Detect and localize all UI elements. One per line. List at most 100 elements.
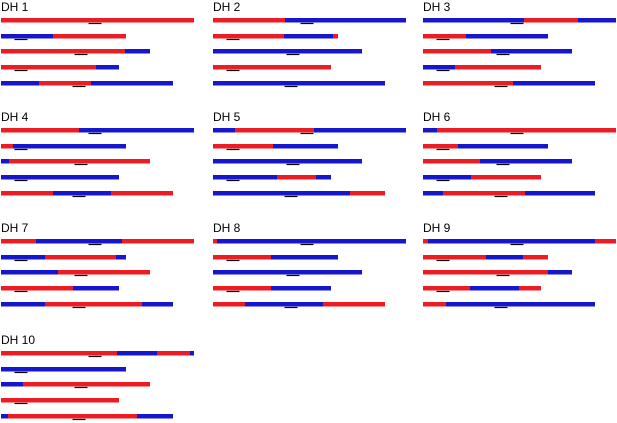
chromosome-segment (525, 191, 595, 196)
panel-label: DH 2 (213, 0, 241, 14)
chromosome-segment (217, 239, 406, 244)
chromosome-segment (1, 302, 45, 307)
chromosome-segment (1, 34, 53, 39)
chromosome-segment (45, 302, 142, 307)
chromosome-segment (9, 159, 150, 164)
chromosome-segment (213, 128, 235, 133)
chromosome-segment (13, 144, 126, 149)
chromosome-segment (1, 239, 36, 244)
chromosome-segment (513, 81, 595, 86)
chromosome-segment (491, 49, 572, 54)
chromosome-segment (1, 144, 13, 149)
panel-label: DH 10 (1, 333, 35, 347)
chromosome-segment (271, 286, 331, 291)
chromosome-segment (1, 255, 45, 260)
chromosome-segment (213, 191, 350, 196)
chromosome-segment (423, 302, 446, 307)
chromosome-segment (1, 367, 126, 372)
chromosome-segment (423, 34, 466, 39)
panel-label: DH 6 (423, 110, 451, 124)
chromosome-segment (595, 239, 616, 244)
panel-label: DH 7 (1, 221, 29, 235)
chromosome-segment (117, 351, 157, 356)
chromosome-segment (423, 175, 471, 180)
chromosome-segment (316, 175, 331, 180)
chromosome-segment (466, 34, 548, 39)
chromosome-segment (273, 144, 338, 149)
chromosome-segment (213, 159, 362, 164)
panel-label: DH 8 (213, 221, 241, 235)
chromosome-segment (1, 128, 79, 133)
chromosome-segment (91, 81, 173, 86)
chromosome-segment (213, 255, 271, 260)
chromosome-segment (53, 191, 111, 196)
chromosome-segment (1, 414, 8, 419)
chromosome-segment (486, 255, 523, 260)
chromosome-segment (1, 18, 194, 23)
chromosome-segment (245, 302, 323, 307)
chromosome-segment (213, 302, 245, 307)
chromosome-segment (73, 286, 119, 291)
chromosome-segment (323, 302, 385, 307)
chromosome-segment (213, 286, 271, 291)
chromosome-segment (523, 255, 548, 260)
chromosome-segment (524, 18, 578, 23)
chromosome-segment (333, 34, 338, 39)
chromosome-segment (1, 49, 125, 54)
chromosome-segment (437, 128, 616, 133)
chromosome-segment (284, 34, 333, 39)
chromosome-segment (125, 49, 150, 54)
chromosome-segment (213, 270, 362, 275)
chromosome-segment (423, 81, 513, 86)
chromosome-segment (446, 302, 595, 307)
chromosome-segment (23, 382, 150, 387)
chromosome-segment (213, 34, 284, 39)
chromosome-segment (1, 398, 119, 403)
chromosome-segment (470, 286, 519, 291)
chromosome-segment (578, 18, 616, 23)
chromosome-segment (1, 175, 119, 180)
panel-label: DH 4 (1, 110, 29, 124)
chromosome-segment (1, 81, 39, 86)
chromosome-segment (8, 414, 137, 419)
chromosome-segment (79, 128, 194, 133)
chromosome-segment (350, 191, 385, 196)
chromosome-segment (423, 270, 548, 275)
chromosome-segment (1, 286, 73, 291)
chromosome-segment (423, 286, 470, 291)
chromosome-segment (455, 65, 541, 70)
chromosome-segment (1, 382, 23, 387)
chromosome-segment (1, 65, 96, 70)
chromosome-segment (157, 351, 190, 356)
chromosome-segment (96, 65, 119, 70)
chromosome-segment (111, 191, 173, 196)
chromosome-segment (423, 49, 491, 54)
chromosome-segment (1, 191, 53, 196)
chromosome-segment (53, 34, 126, 39)
chromosome-segment (423, 128, 437, 133)
chromosome-segment (480, 159, 572, 164)
panel-label: DH 3 (423, 0, 451, 14)
chromosome-segment (1, 159, 9, 164)
chromosome-segment (235, 128, 314, 133)
chromosome-segment (277, 175, 316, 180)
chromosome-segment (213, 49, 362, 54)
chromosome-segment (213, 81, 385, 86)
chromosome-segment (519, 286, 541, 291)
chromosome-segment (271, 255, 338, 260)
panel-label: DH 1 (1, 0, 29, 14)
chromosome-segment (423, 255, 486, 260)
chromosome-segment (1, 351, 117, 356)
chromosome-segment (458, 144, 548, 149)
chromosome-segment (116, 255, 126, 260)
panel-label: DH 5 (213, 110, 241, 124)
chromosome-segment (423, 65, 455, 70)
chromosome-segment (58, 270, 150, 275)
chromosome-segment (190, 351, 194, 356)
chromosome-segment (443, 191, 525, 196)
chromosome-segment (314, 128, 406, 133)
panel-label: DH 9 (423, 221, 451, 235)
chromosome-segment (39, 81, 91, 86)
chromosome-segment (36, 239, 122, 244)
